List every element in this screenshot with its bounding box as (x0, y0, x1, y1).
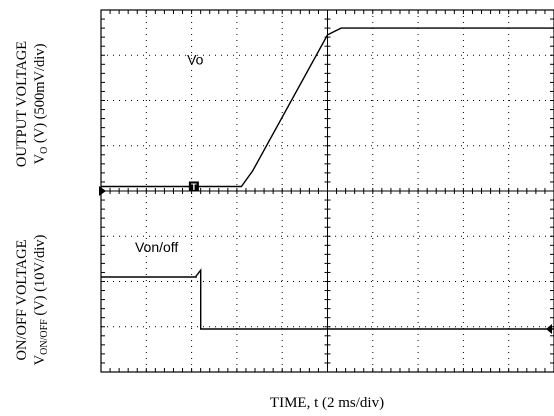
markers: T (99, 181, 552, 335)
y-axis-label-top: OUTPUT VOLTAGE VO (V) (500mV/div) (14, 41, 50, 167)
y-axis-label-top-line2: VO (V) (500mV/div) (32, 43, 50, 164)
y-axis-label-bottom-line2: VON/OFF (V) (10V/div) (32, 235, 50, 366)
axis-labels: TIME, t (2 ms/div) OUTPUT VOLTAGE VO (V)… (14, 41, 384, 411)
scope-grid (100, 9, 554, 373)
ground-marker-top-icon (99, 186, 106, 196)
trigger-marker-icon (188, 181, 199, 192)
trace-label-von-off: Von/off (135, 239, 178, 255)
y-axis-label-top-line1: OUTPUT VOLTAGE (14, 41, 30, 167)
y-axis-label-bottom-line1: ON/OFF VOLTAGE (14, 239, 30, 360)
trigger-marker-label: T (191, 182, 197, 192)
trace-label-vo: Vo (187, 51, 204, 67)
y-axis-label-top-main: V (32, 153, 48, 164)
y-axis-label-bottom-sub: ON/OFF (39, 319, 50, 355)
y-axis-label-top-sub: O (39, 147, 50, 154)
y-axis-label-bottom-main: V (32, 354, 48, 365)
trace-vo (101, 27, 554, 188)
ground-marker-bottom-icon (546, 324, 552, 335)
x-axis-label: TIME, t (2 ms/div) (270, 395, 384, 411)
trace-von-off (101, 268, 554, 330)
traces: Vo Von/off (101, 27, 554, 330)
y-axis-label-top-rest: (V) (500mV/div) (32, 43, 48, 146)
y-axis-label-bottom-rest: (V) (10V/div) (32, 235, 48, 320)
y-axis-label-bottom: ON/OFF VOLTAGE VON/OFF (V) (10V/div) (14, 235, 50, 366)
